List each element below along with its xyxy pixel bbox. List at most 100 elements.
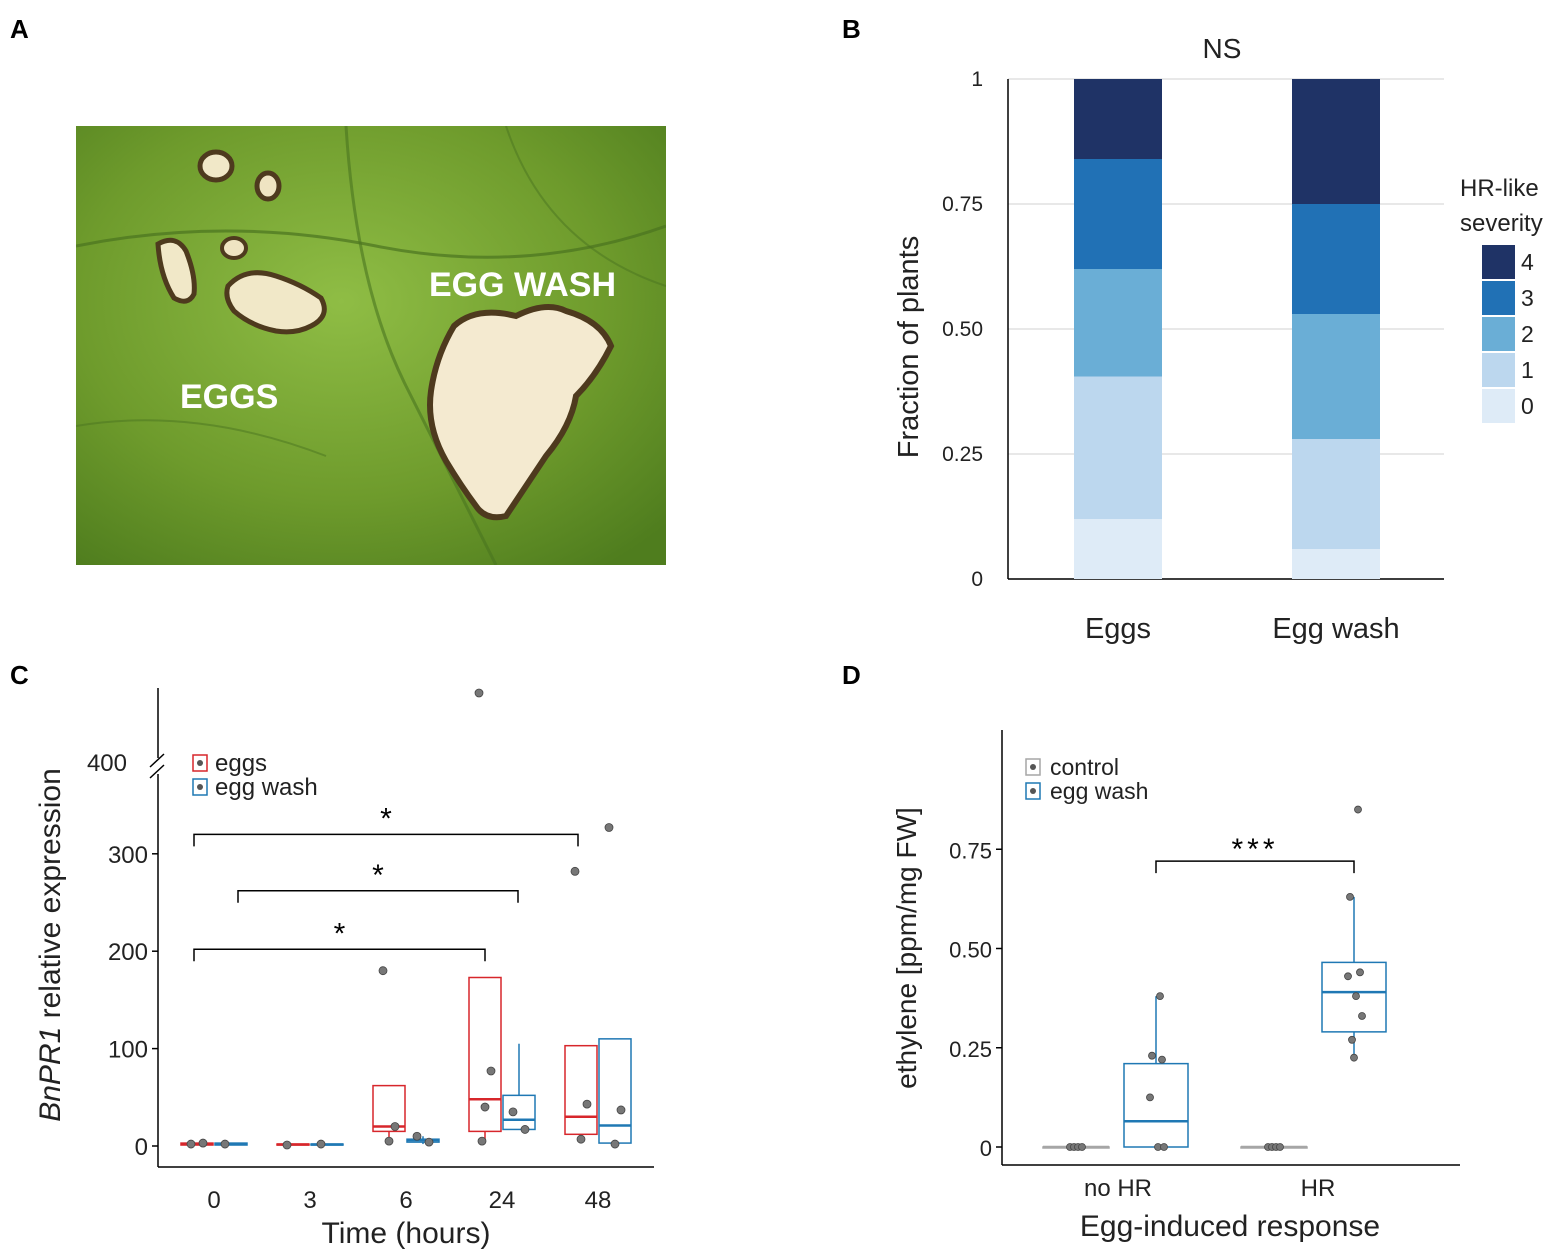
data-point [1350,1053,1358,1062]
data-point [1146,1093,1154,1102]
data-point [1354,805,1362,814]
bar-segment-1 [1074,376,1162,519]
legend-label: egg wash [1050,778,1148,804]
legend-swatch-0 [1482,389,1515,423]
data-point [1356,968,1364,977]
y-tick-label: 0.25 [949,1037,992,1062]
x-tick-label: Eggs [1085,613,1151,645]
y-tick-label: 400 [87,750,127,777]
y-tick-label: 0 [135,1134,148,1161]
significance-label: * [380,802,392,835]
data-point [616,1105,626,1115]
leaf-photo: EGGS EGG WASH [76,126,666,565]
bar-segment-0 [1074,519,1162,579]
leaf-vein [505,126,666,287]
x-tick-label: 6 [399,1187,412,1214]
data-point [474,688,484,698]
data-point [1276,1143,1284,1151]
panel-label-b: B [842,14,861,44]
axis-break-mark [149,764,165,779]
leaf-vein [76,419,327,457]
data-point [424,1137,434,1147]
legend-swatch-2 [1482,317,1515,351]
legend-swatch-point [197,760,203,766]
panel-label-c: C [10,660,29,690]
egg-lesion [155,237,197,304]
bar-segment-3 [1292,204,1380,314]
data-point [390,1122,400,1131]
data-point [1346,892,1354,901]
legend-title: HR-like [1460,175,1539,202]
legend-swatch [1025,758,1041,776]
y-tick-label: 0 [980,1136,992,1161]
data-point [1348,1035,1356,1044]
data-point [486,1066,496,1076]
y-tick-label: 200 [108,939,148,966]
data-point [604,823,614,832]
legend-label: 4 [1521,249,1534,275]
data-point [570,866,580,876]
bar-segment-4 [1292,79,1380,204]
label-egg-wash: EGG WASH [429,266,616,304]
leaf-vein [76,224,666,259]
legend-label: eggs [215,750,267,777]
legend-swatch-point [1030,788,1036,794]
y-tick-label: 100 [108,1037,148,1064]
significance-bracket [193,833,579,847]
data-point [480,1102,490,1112]
y-tick-label: 0.75 [949,838,992,863]
x-axis-title: Time (hours) [322,1217,491,1250]
data-point [1352,992,1360,1001]
significance-bracket [1155,860,1355,874]
data-point [220,1139,230,1149]
y-tick-label: 0.50 [949,938,992,963]
data-point [477,1136,487,1146]
data-point [412,1131,422,1141]
data-point [316,1139,326,1149]
data-point [378,966,388,976]
panel-label-a: A [10,14,29,44]
axis-break-mark [149,753,165,768]
data-point [1158,1055,1166,1064]
y-axis-title: ethylene [ppm/mg FW] [891,807,922,1089]
x-tick-label: 0 [207,1187,220,1214]
data-point [384,1136,394,1146]
legend-swatch [192,754,208,772]
data-point [576,1134,586,1144]
legend-title: severity [1460,210,1543,237]
data-point [282,1140,292,1150]
significance-label: * [372,859,384,892]
panel-label-d: D [842,660,861,690]
y-axis-title: Fraction of plants [893,236,925,458]
data-point [1160,1143,1168,1151]
legend-label: egg wash [215,774,318,801]
data-point [508,1107,518,1117]
significance-bracket [237,890,519,903]
data-point [1156,992,1164,1001]
bar-segment-2 [1074,269,1162,377]
box [564,1044,598,1136]
box [598,1038,632,1144]
significance-label: *** [1231,833,1278,866]
legend-label: 1 [1521,357,1534,383]
legend-label: 3 [1521,285,1534,311]
legend-swatch-point [1030,764,1036,770]
x-tick-label: Egg wash [1272,613,1399,645]
data-point [186,1139,196,1149]
box [1123,1062,1189,1148]
legend-label: control [1050,754,1119,780]
chart-title: NS [1203,33,1242,64]
legend-label: 0 [1521,393,1534,419]
legend-swatch-4 [1482,245,1515,279]
y-tick-label: 300 [108,842,148,869]
legend-swatch [192,778,208,796]
box [372,1084,406,1133]
leaf-photo-drawing: EGGS EGG WASH [76,126,666,565]
data-point [1078,1143,1086,1151]
egg-wash-lesion [427,304,615,521]
significance-label: * [334,917,346,950]
y-tick-label: 0.75 [942,193,983,216]
box [502,1094,536,1131]
